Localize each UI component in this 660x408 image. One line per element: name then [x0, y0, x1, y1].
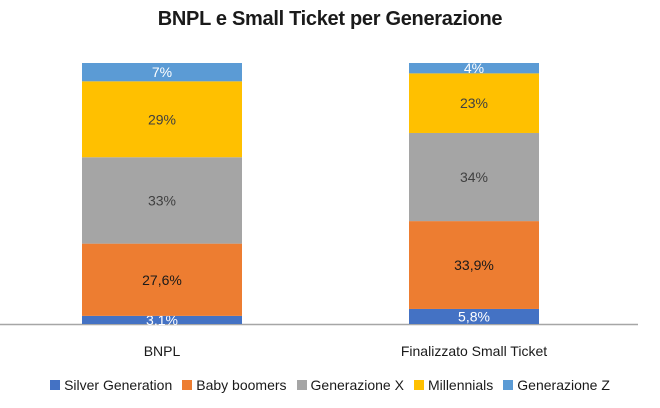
data-label: 5,8%: [458, 308, 490, 324]
chart-title: BNPL e Small Ticket per Generazione: [157, 8, 503, 30]
data-label: 34%: [460, 169, 488, 185]
data-label: 7%: [152, 64, 172, 80]
legend-label: Generazione X: [310, 377, 404, 393]
bar-segment-generazione-z: [409, 63, 539, 74]
data-label: 29%: [148, 111, 176, 127]
data-label: 33%: [148, 192, 176, 208]
data-label: 33,9%: [454, 257, 494, 273]
legend-label: Silver Generation: [64, 377, 173, 393]
legend-swatch: [413, 380, 424, 390]
bar-segment-silver-generation: [82, 315, 242, 324]
bar-segment-baby-boomers: [409, 221, 539, 309]
data-label: 27,6%: [142, 272, 182, 288]
legend-item: Silver Generation: [50, 377, 172, 393]
bar-segment-millennials: [409, 73, 539, 133]
legend-item: Generazione X: [296, 377, 404, 393]
legend-swatch: [50, 380, 61, 390]
legend-swatch: [503, 380, 514, 390]
legend-label: Millennials: [427, 377, 494, 393]
category-label: BNPL: [144, 343, 181, 359]
bar-segment-generazione-x: [82, 157, 242, 244]
legend-swatch: [296, 380, 307, 390]
bar-segment-millennials: [82, 81, 242, 158]
category-label: Finalizzato Small Ticket: [401, 343, 547, 359]
bar-segment-generazione-x: [409, 132, 539, 222]
legend-item: Generazione Z: [503, 377, 610, 393]
legend-label: Generazione Z: [517, 377, 610, 393]
legend: Silver Generation Baby boomers Generazione…: [0, 375, 660, 395]
legend-label: Baby boomers: [196, 377, 287, 393]
data-label: 3,1%: [146, 312, 178, 328]
bar-segment-baby-boomers: [82, 243, 242, 316]
bar-segment-silver-generation: [409, 308, 539, 324]
bar-segment-generazione-z: [82, 63, 242, 82]
plot-area: 3,1% 27,6% 33% 29% 7% BNPL 5,8% 33,9% 34% 23% 4% Fi…: [0, 60, 638, 359]
data-label: 23%: [460, 95, 488, 111]
legend-item: Baby boomers: [182, 377, 287, 393]
data-label: 4%: [464, 60, 484, 76]
legend-swatch: [182, 380, 193, 390]
legend-item: Millennials: [413, 377, 494, 393]
